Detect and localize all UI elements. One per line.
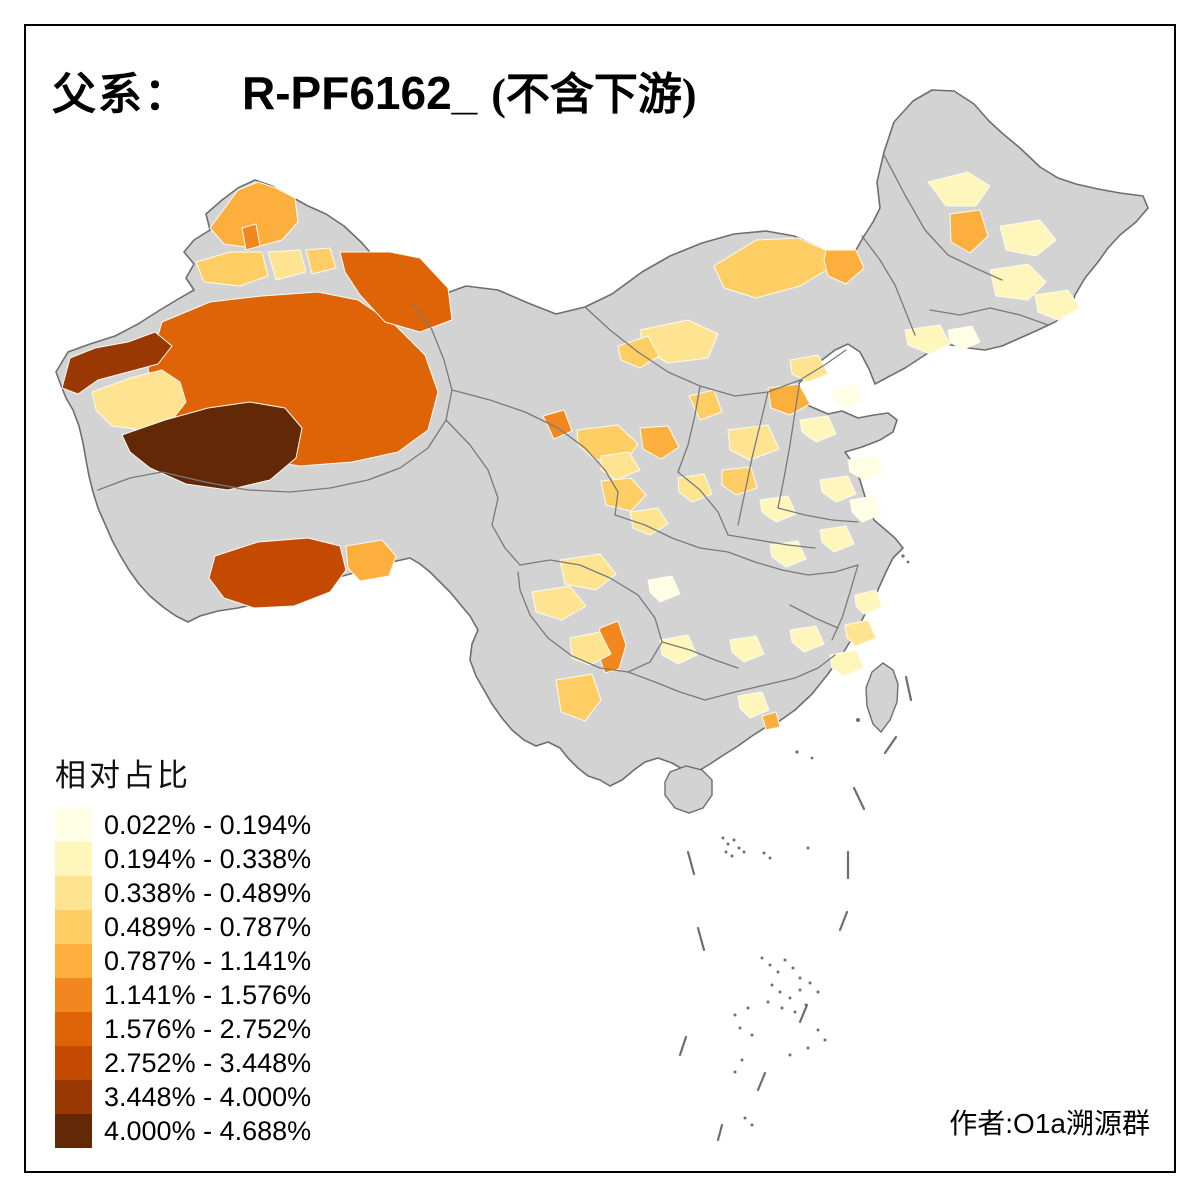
legend-swatch — [55, 978, 92, 1012]
map-region-xinzhou — [767, 383, 811, 416]
map-region-chongqing — [647, 575, 681, 603]
map-region-yinchuan — [688, 389, 723, 421]
legend-swatch — [55, 876, 92, 910]
map-region-jiangsu — [849, 495, 883, 523]
map-region-beijing — [831, 385, 863, 409]
map-region-altay-north — [209, 181, 299, 249]
legend-swatch — [55, 1012, 92, 1046]
legend-row: 0.338% - 0.489% — [55, 876, 311, 910]
legend-row: 2.752% - 3.448% — [55, 1046, 311, 1080]
legend-label: 0.194% - 0.338% — [104, 843, 312, 874]
legend-swatch — [55, 842, 92, 876]
map-region-hulunbuir-sw — [823, 249, 865, 285]
title-haplogroup: R-PF6162_ — [242, 67, 478, 119]
legend-label: 0.787% - 1.141% — [104, 945, 312, 976]
legend-label: 2.752% - 3.448% — [104, 1047, 312, 1078]
map-region-lhasa — [345, 539, 397, 582]
legend-row: 0.787% - 1.141% — [55, 944, 311, 978]
map-region-haidong — [639, 425, 680, 460]
taiwan-island — [865, 662, 899, 734]
legend-row: 4.000% - 4.688% — [55, 1114, 311, 1148]
map-region-liaoning-pale-2 — [947, 325, 981, 351]
map-title: 父系： R-PF6162_ (不含下游) — [52, 58, 697, 122]
map-region-jiangxi — [789, 625, 825, 653]
map-region-zhangjiakou — [789, 354, 829, 383]
legend-label: 0.489% - 0.787% — [104, 911, 312, 942]
title-suffix: (不含下游) — [491, 70, 697, 119]
map-region-kashgar — [91, 369, 187, 431]
map-region-hlj-pale-2 — [999, 219, 1057, 257]
map-region-fujian-1 — [829, 649, 865, 677]
map-region-guangxi — [737, 691, 770, 719]
map-region-tacheng — [195, 251, 269, 287]
map-region-kizilsu — [61, 331, 173, 395]
map-region-kunming — [555, 673, 602, 722]
map-region-chengdu — [531, 585, 587, 621]
map-region-xining — [600, 451, 641, 481]
map-region-shaanbei — [727, 424, 780, 461]
legend-row: 1.141% - 1.576% — [55, 978, 311, 1012]
legend-swatch — [55, 910, 92, 944]
map-region-hubei — [769, 540, 807, 568]
map-region-pearl-delta — [761, 711, 781, 731]
map-region-bole — [267, 249, 307, 281]
map-region-anhui — [819, 525, 855, 553]
map-region-gannan — [600, 477, 647, 512]
map-region-henan — [759, 495, 797, 523]
map-region-hebei — [799, 415, 837, 443]
legend: 相对占比 0.022% - 0.194% 0.194% - 0.338% 0.338… — [55, 750, 311, 1148]
colored-regions — [61, 171, 1081, 731]
south-sea-islands — [721, 554, 910, 1127]
map-region-liaoning-pale-1 — [904, 324, 951, 355]
map-region-hami-east — [339, 251, 453, 333]
map-region-hotan — [121, 401, 303, 491]
legend-row: 3.448% - 4.000% — [55, 1080, 311, 1114]
map-region-urumqi — [305, 247, 337, 275]
map-region-shandong-1 — [847, 455, 885, 481]
map-region-jilin-pale-2 — [1034, 289, 1081, 321]
legend-label: 0.022% - 0.194% — [104, 809, 312, 840]
legend-swatch — [55, 1046, 92, 1080]
title-prefix: 父系： — [52, 70, 190, 119]
map-region-hlj-pale-1 — [927, 171, 991, 207]
map-region-shigatse — [208, 537, 347, 609]
map-region-zhaotong — [569, 631, 612, 666]
legend-swatch — [55, 944, 92, 978]
hainan-island — [664, 765, 713, 814]
legend-label: 3.448% - 4.000% — [104, 1081, 312, 1112]
legend-row: 0.022% - 0.194% — [55, 808, 311, 842]
map-region-wenzhou — [854, 589, 883, 615]
legend-row: 0.194% - 0.338% — [55, 842, 311, 876]
attribution: 作者:O1a溯源群 — [949, 1108, 1150, 1139]
legend-row: 1.576% - 2.752% — [55, 1012, 311, 1046]
map-region-guizhou — [659, 634, 698, 665]
legend-label: 0.338% - 0.489% — [104, 877, 312, 908]
province-borders — [97, 154, 1049, 701]
legend-row: 0.489% - 0.787% — [55, 910, 311, 944]
map-region-burqin — [241, 223, 261, 251]
map-region-fujian-2 — [844, 619, 877, 647]
legend-label: 4.000% - 4.688% — [104, 1115, 312, 1146]
map-region-shandong-2 — [819, 475, 857, 503]
map-region-ngawa — [559, 553, 617, 591]
legend-label: 1.576% - 2.752% — [104, 1013, 312, 1044]
legend-label: 1.141% - 1.576% — [104, 979, 312, 1010]
map-region-jiayuguan — [542, 409, 573, 440]
nine-dash-line — [678, 675, 913, 1142]
map-region-daqing — [949, 209, 989, 254]
legend-swatch — [55, 1080, 92, 1114]
legend-swatch — [55, 808, 92, 842]
map-region-hunan — [729, 635, 765, 663]
legend-rows: 0.022% - 0.194% 0.194% - 0.338% 0.338% - 0… — [55, 808, 311, 1148]
map-region-jilin-pale-1 — [989, 263, 1047, 301]
map-region-longnan — [629, 507, 669, 536]
legend-swatch — [55, 1114, 92, 1148]
legend-title: 相对占比 — [55, 758, 191, 793]
